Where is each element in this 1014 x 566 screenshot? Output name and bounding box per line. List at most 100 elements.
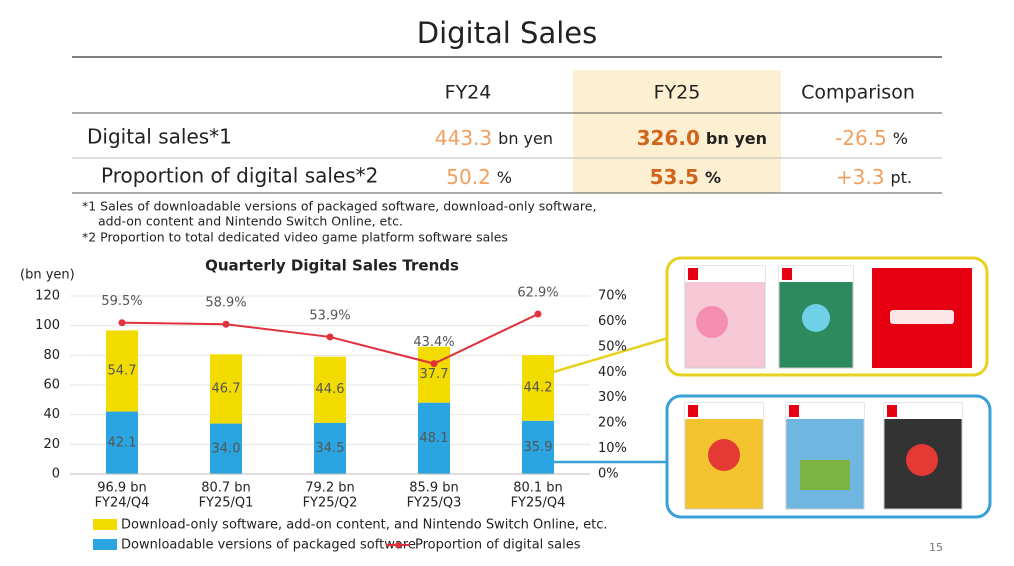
y-tick-label: 100: [35, 318, 60, 333]
y-axis-label: (bn yen): [20, 268, 75, 283]
line-point: [118, 319, 126, 327]
legend-label: Download-only software, add-on content, …: [121, 518, 608, 533]
x-tick-label: FY24/Q4: [95, 496, 150, 511]
line-point: [326, 333, 334, 341]
bar-segment: [210, 423, 242, 474]
cell: -26.5%: [835, 126, 908, 150]
y2-tick-label: 40%: [598, 365, 627, 380]
product-box: [786, 403, 864, 419]
value-label: 62.9%: [517, 286, 558, 301]
x-tick-label: FY25/Q1: [199, 496, 254, 511]
bar-segment: [106, 330, 138, 412]
product-box: [789, 405, 799, 417]
bar-segment: [522, 420, 554, 474]
column-header: FY24: [445, 82, 492, 104]
y2-tick-label: 50%: [598, 339, 627, 354]
total-label: 85.9 bn: [409, 481, 459, 496]
value-label: 34.0: [212, 441, 241, 456]
value-label: 35.9: [524, 440, 553, 455]
cell-unit: pt.: [890, 168, 912, 187]
y-tick-label: 60: [43, 378, 60, 393]
product-box: [685, 266, 765, 282]
legend-swatch: [395, 542, 401, 548]
product-box: [696, 306, 728, 338]
page-number: 15: [929, 541, 943, 554]
value-label: 37.7: [420, 367, 449, 382]
value-label: 42.1: [108, 435, 137, 450]
cell-value: 50.2: [446, 165, 491, 189]
footnote: *1 Sales of downloadable versions of pac…: [82, 199, 596, 214]
product-box: [800, 460, 850, 490]
product-box: [785, 402, 865, 510]
cell-unit: %: [705, 168, 721, 187]
row-label: Digital sales*1: [87, 125, 232, 149]
value-label: 54.7: [108, 363, 137, 378]
total-label: 96.9 bn: [97, 481, 147, 496]
y-tick-label: 0: [52, 467, 60, 482]
value-label: 58.9%: [205, 296, 246, 311]
legend-swatch: [93, 539, 117, 550]
footnote: add-on content and Nintendo Switch Onlin…: [98, 214, 403, 229]
product-box: [887, 405, 897, 417]
y2-tick-label: 70%: [598, 289, 627, 304]
product-box: [884, 403, 962, 419]
cell-unit: bn yen: [498, 129, 553, 148]
cell: 50.2%: [446, 165, 512, 189]
column-header: FY25: [654, 82, 701, 104]
cell-value: 53.5: [650, 165, 699, 189]
value-label: 34.5: [316, 441, 345, 456]
cell: 443.3 bn yen: [435, 126, 553, 150]
product-box: [779, 266, 853, 282]
cell-value: 326.0: [637, 126, 700, 150]
connector: [549, 336, 669, 375]
bar-segment: [210, 354, 242, 424]
product-box: [708, 439, 740, 471]
x-tick-label: FY25/Q3: [407, 496, 462, 511]
total-label: 80.7 bn: [201, 481, 251, 496]
y-tick-label: 20: [43, 437, 60, 452]
bar-segment: [522, 355, 554, 421]
value-label: 43.4%: [413, 335, 454, 350]
product-box: [906, 444, 938, 476]
cell-unit: bn yen: [706, 129, 767, 148]
x-tick-label: FY25/Q2: [303, 496, 358, 511]
product-box: [802, 304, 830, 332]
product-box: [688, 405, 698, 417]
row-label: Proportion of digital sales*2: [101, 164, 378, 188]
value-label: 46.7: [212, 381, 241, 396]
y2-tick-label: 20%: [598, 416, 627, 431]
legend-swatch: [93, 519, 117, 530]
cell-unit: %: [497, 168, 512, 187]
cell: 53.5%: [650, 165, 721, 189]
cell-value: 443.3: [435, 126, 492, 150]
product-box: [688, 268, 698, 280]
bar-segment: [418, 402, 450, 474]
y-tick-label: 120: [35, 289, 60, 304]
bar-segment: [314, 356, 346, 423]
line-point: [534, 310, 542, 318]
product-box: [782, 268, 792, 280]
value-label: 44.6: [316, 382, 345, 397]
cell-value: -26.5: [835, 126, 887, 150]
cell-value: +3.3: [836, 165, 885, 189]
bar-segment: [418, 346, 450, 403]
value-label: 48.1: [420, 431, 449, 446]
legend-label: Proportion of digital sales: [415, 538, 581, 553]
total-label: 80.1 bn: [513, 481, 563, 496]
cell-unit: %: [893, 129, 908, 148]
y2-tick-label: 10%: [598, 441, 627, 456]
y-tick-label: 40: [43, 407, 60, 422]
y2-tick-label: 0%: [598, 467, 619, 482]
bar-segment: [106, 411, 138, 474]
y2-tick-label: 60%: [598, 314, 627, 329]
product-box: [685, 403, 763, 419]
product-images: [684, 265, 972, 510]
legend-label: Downloadable versions of packaged softwa…: [121, 538, 416, 553]
slide-title: Digital Sales: [417, 16, 597, 50]
bar-segment: [314, 422, 346, 474]
value-label: 53.9%: [309, 308, 350, 323]
chart-title: Quarterly Digital Sales Trends: [205, 257, 459, 275]
cell: 326.0 bn yen: [637, 126, 767, 150]
line-point: [222, 320, 230, 328]
value-label: 44.2: [524, 380, 553, 395]
